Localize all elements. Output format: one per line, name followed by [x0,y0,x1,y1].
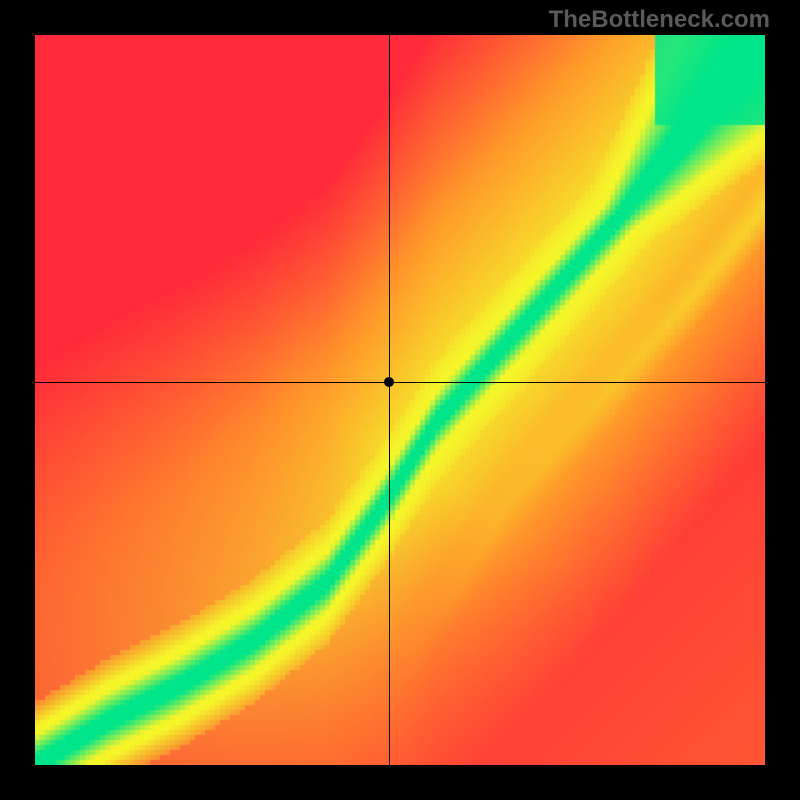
chart-container: TheBottleneck.com [0,0,800,800]
crosshair-marker [384,377,394,387]
heatmap-plot [35,35,765,765]
crosshair-horizontal [35,382,765,383]
heatmap-canvas [35,35,765,765]
crosshair-vertical [389,35,390,765]
watermark-text: TheBottleneck.com [549,6,770,34]
